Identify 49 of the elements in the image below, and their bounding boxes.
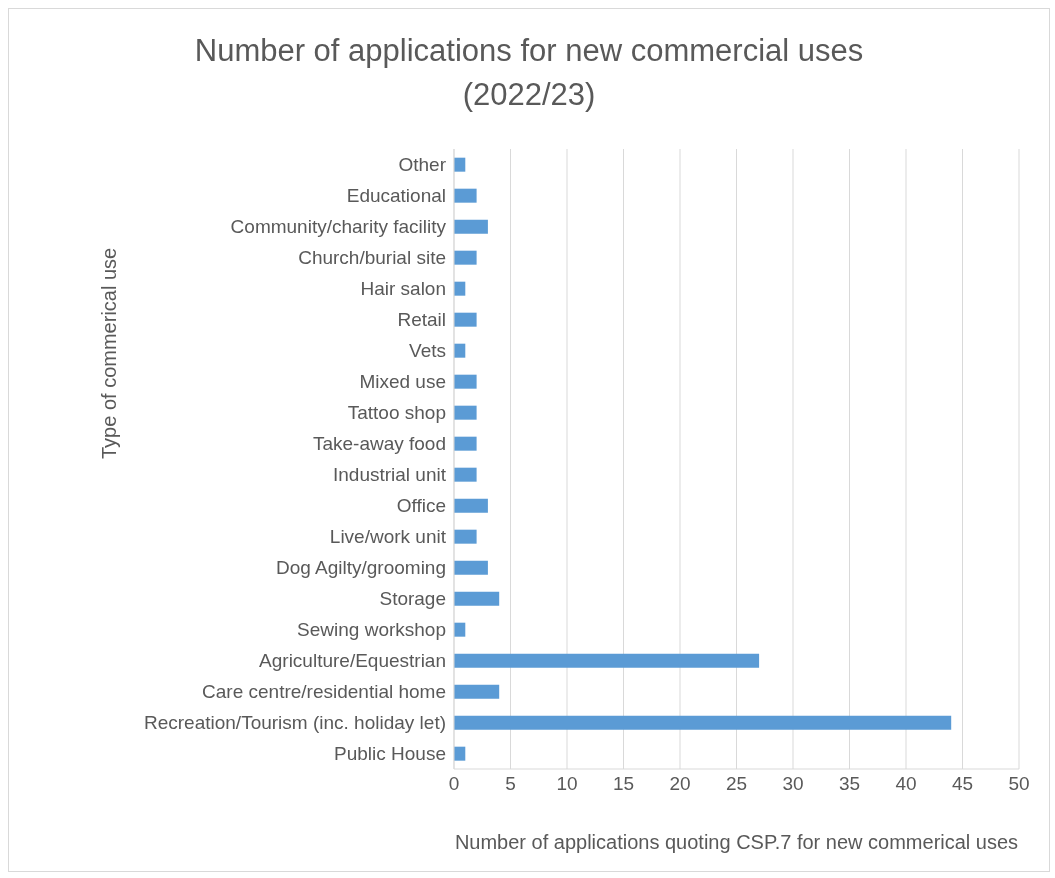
y-tick-label: Community/charity facility xyxy=(230,216,447,238)
x-tick-label: 5 xyxy=(505,773,516,795)
x-tick-label: 35 xyxy=(838,773,861,795)
bar xyxy=(454,405,477,420)
y-tick-label: Retail xyxy=(397,309,446,331)
y-tick-label: Mixed use xyxy=(359,371,446,393)
y-tick-label: Agriculture/Equestrian xyxy=(259,650,446,672)
x-tick-label: 15 xyxy=(612,773,635,795)
y-tick-label: Industrial unit xyxy=(332,464,447,486)
bar xyxy=(454,560,488,575)
bar xyxy=(454,374,477,389)
x-tick-label: 40 xyxy=(895,773,917,795)
y-tick-label: Other xyxy=(398,154,447,176)
x-axis-title: Number of applications quoting CSP.7 for new commerical uses xyxy=(454,831,1019,853)
bar xyxy=(454,250,477,265)
y-tick-label: Recreation/Tourism (inc. holiday let) xyxy=(143,712,446,734)
x-tick-label: 20 xyxy=(669,773,691,795)
bar xyxy=(454,312,477,327)
y-tick-label: Sewing workshop xyxy=(297,619,446,641)
bar xyxy=(454,498,488,513)
x-tick-label: 25 xyxy=(725,773,748,795)
bar xyxy=(454,715,952,730)
bar xyxy=(454,436,477,451)
x-tick-label: 50 xyxy=(1008,773,1030,795)
bar xyxy=(454,188,477,203)
y-axis-title: Type of commerical use xyxy=(98,247,121,459)
y-tick-label: Tattoo shop xyxy=(347,402,446,424)
y-tick-label: Live/work unit xyxy=(329,526,447,548)
bar xyxy=(454,591,500,606)
y-tick-label: Educational xyxy=(346,185,446,207)
y-tick-label: Vets xyxy=(409,340,446,362)
y-tick-label: Dog Agilty/grooming xyxy=(275,557,446,579)
y-tick-label: Public House xyxy=(334,743,446,765)
x-tick-label: 45 xyxy=(951,773,974,795)
y-tick-label: Care centre/residential home xyxy=(202,681,446,703)
y-tick-label: Hair salon xyxy=(360,278,446,300)
bar xyxy=(454,529,477,544)
y-tick-label: Office xyxy=(396,495,446,517)
bar xyxy=(454,653,760,668)
chart-title: Number of applications for new commercial uses (2022/23) xyxy=(193,32,865,114)
x-tick-label: 10 xyxy=(556,773,578,795)
x-tick-label: 0 xyxy=(448,773,460,795)
x-tick-label: 30 xyxy=(782,773,804,795)
y-tick-label: Storage xyxy=(379,588,446,610)
bar xyxy=(454,219,488,234)
bar xyxy=(454,684,500,699)
y-tick-label: Church/burial site xyxy=(298,247,446,269)
bar xyxy=(454,467,477,482)
y-tick-label: Take-away food xyxy=(312,433,446,455)
